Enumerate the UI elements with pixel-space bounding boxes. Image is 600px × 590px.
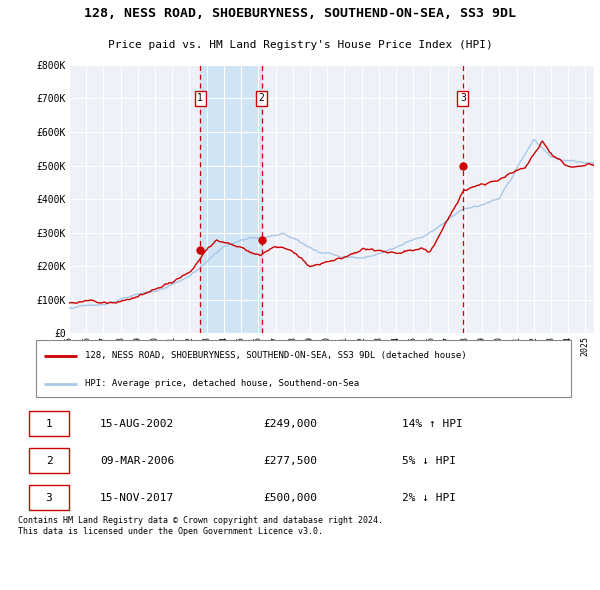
Text: Price paid vs. HM Land Registry's House Price Index (HPI): Price paid vs. HM Land Registry's House … <box>107 40 493 50</box>
FancyBboxPatch shape <box>29 448 69 473</box>
Text: £249,000: £249,000 <box>263 419 317 428</box>
Text: 15-NOV-2017: 15-NOV-2017 <box>100 493 174 503</box>
Bar <box>200 65 262 333</box>
Text: 3: 3 <box>460 93 466 103</box>
Text: 1: 1 <box>197 93 203 103</box>
Text: Contains HM Land Registry data © Crown copyright and database right 2024.
This d: Contains HM Land Registry data © Crown c… <box>18 516 383 536</box>
Text: £500,000: £500,000 <box>263 493 317 503</box>
Text: 3: 3 <box>46 493 52 503</box>
Text: 128, NESS ROAD, SHOEBURYNESS, SOUTHEND-ON-SEA, SS3 9DL (detached house): 128, NESS ROAD, SHOEBURYNESS, SOUTHEND-O… <box>85 351 467 360</box>
FancyBboxPatch shape <box>29 485 69 510</box>
Text: 2% ↓ HPI: 2% ↓ HPI <box>401 493 455 503</box>
Text: HPI: Average price, detached house, Southend-on-Sea: HPI: Average price, detached house, Sout… <box>85 379 359 388</box>
Text: 5% ↓ HPI: 5% ↓ HPI <box>401 455 455 466</box>
Text: 128, NESS ROAD, SHOEBURYNESS, SOUTHEND-ON-SEA, SS3 9DL: 128, NESS ROAD, SHOEBURYNESS, SOUTHEND-O… <box>84 7 516 20</box>
Text: 15-AUG-2002: 15-AUG-2002 <box>100 419 174 428</box>
FancyBboxPatch shape <box>35 340 571 397</box>
Text: 2: 2 <box>259 93 265 103</box>
Text: 09-MAR-2006: 09-MAR-2006 <box>100 455 174 466</box>
FancyBboxPatch shape <box>29 411 69 436</box>
Text: £277,500: £277,500 <box>263 455 317 466</box>
Text: 2: 2 <box>46 455 52 466</box>
Text: 14% ↑ HPI: 14% ↑ HPI <box>401 419 462 428</box>
Text: 1: 1 <box>46 419 52 428</box>
